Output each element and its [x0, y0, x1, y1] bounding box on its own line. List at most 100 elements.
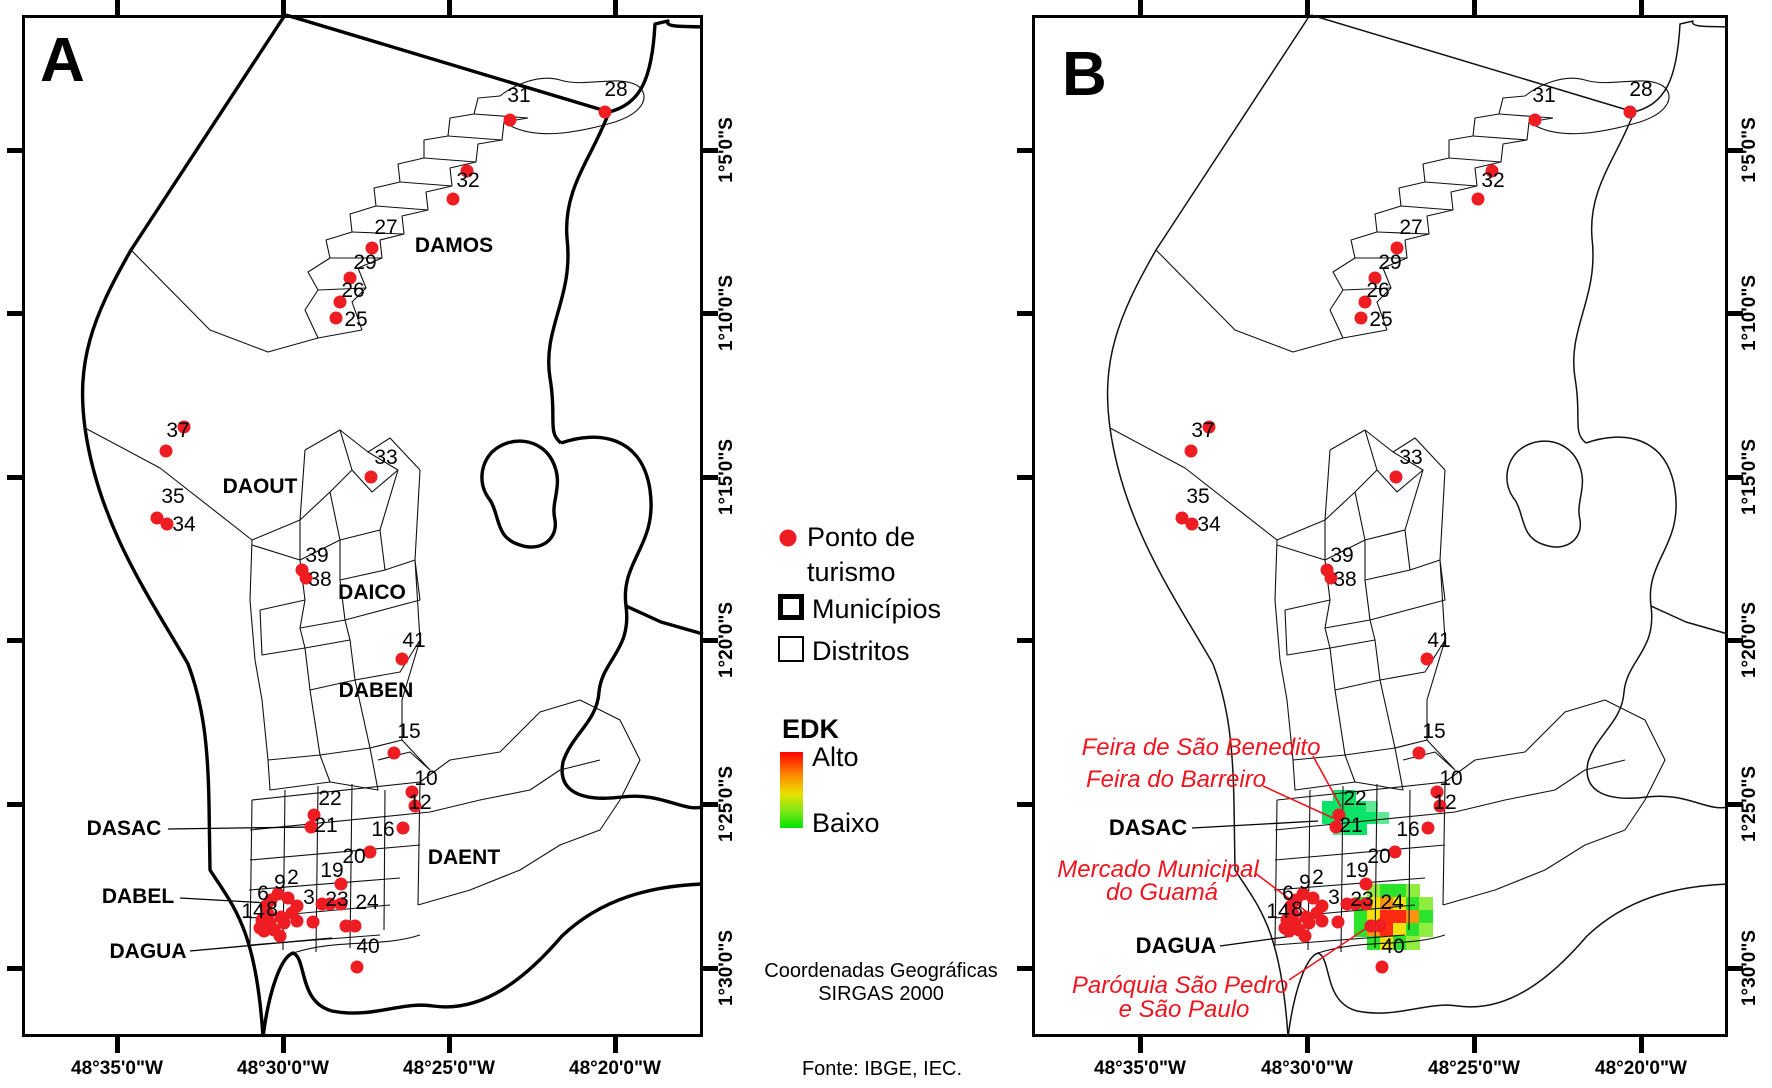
point-number-24-a: 24: [355, 891, 379, 914]
tourism-point-a: [348, 919, 362, 933]
point-number-8-a: 8: [266, 898, 278, 921]
point-number-27-a: 27: [374, 216, 398, 239]
point-number-9-b: 9: [1299, 871, 1311, 894]
annotation-feira-do-barreiro: Feira do Barreiro: [1085, 766, 1267, 793]
tourism-point-10-a: [405, 785, 419, 799]
heat-cell-dagua-heat: [1393, 910, 1407, 924]
point-number-35-b: 35: [1186, 485, 1210, 508]
point-number-16-a: 16: [371, 818, 395, 841]
boundary-path: [1324, 429, 1424, 521]
leader-line: [1262, 785, 1334, 819]
latitude-tick: [1727, 148, 1743, 153]
boundary-path: [285, 13, 610, 114]
longitude-tick: [1639, 0, 1644, 17]
legend-point-label-line1: Ponto de: [807, 522, 916, 552]
longitude-label: 48°20'0"W: [1595, 1058, 1687, 1079]
point-number-15-a: 15: [397, 720, 421, 743]
panel-b-frame: [1032, 15, 1728, 1037]
point-number-26-a: 26: [341, 279, 365, 302]
tourism-point-a: [290, 914, 304, 928]
point-number-12-b: 12: [1433, 791, 1457, 814]
boundary-path: [261, 639, 431, 791]
point-number-33-b: 33: [1399, 446, 1423, 469]
leader-line: [189, 937, 333, 952]
heat-cell-dasac-patch: [1355, 812, 1367, 824]
latitude-label: 1°20'0"S: [1739, 601, 1760, 679]
point-number-6-b: 6: [1282, 882, 1294, 905]
point-number-8-b: 8: [1291, 898, 1303, 921]
leader-line: [1191, 820, 1319, 829]
heat-cell-dasac-patch: [1355, 823, 1367, 835]
boundary-path: [251, 469, 421, 701]
district-label-daben: DABEN: [338, 679, 414, 702]
tourism-point-27-b: [1390, 241, 1404, 255]
latitude-tick: [7, 966, 23, 971]
latitude-label: 1°15'0"S: [716, 438, 737, 516]
boundary-path: [299, 429, 399, 521]
tourism-point-b: [1315, 914, 1329, 928]
edk-gradient-bar: [780, 752, 803, 828]
longitude-tick: [1472, 1036, 1477, 1053]
latitude-tick: [1727, 638, 1743, 643]
latitude-tick: [7, 475, 23, 480]
tourism-point-16-b: [1421, 821, 1435, 835]
latitude-label: 1°5'0"S: [716, 117, 737, 183]
longitude-tick: [447, 0, 452, 17]
point-number-20-b: 20: [1367, 845, 1391, 868]
tourism-point-a: [177, 420, 191, 434]
tourism-point-28-b: [1623, 105, 1637, 119]
heat-cell-dasac-patch: [1344, 801, 1356, 813]
point-number-3-a: 3: [303, 886, 315, 909]
latitude-tick: [1727, 475, 1743, 480]
tourism-point-b: [1278, 921, 1292, 935]
point-number-19-a: 19: [320, 859, 344, 882]
point-number-14-b: 14: [1266, 900, 1290, 923]
boundary-path: [1317, 934, 1446, 954]
point-number-25-a: 25: [344, 308, 368, 331]
point-number-3-b: 3: [1328, 886, 1340, 909]
edk-high-label: Alto: [812, 742, 859, 772]
point-number-41-b: 41: [1427, 629, 1451, 652]
tourism-point-27-a: [365, 241, 379, 255]
longitude-label: 48°25'0"W: [1428, 1058, 1520, 1079]
tourism-point-21-b: [1329, 820, 1343, 834]
point-number-24-b: 24: [1380, 891, 1404, 914]
point-number-15-b: 15: [1422, 720, 1446, 743]
boundary-path: [304, 95, 501, 339]
point-number-32-a: 32: [456, 169, 480, 192]
tourism-point-19-b: [1359, 877, 1373, 891]
panel-a-frame: [22, 15, 703, 1037]
tourism-point-29-b: [1368, 271, 1382, 285]
panel-a-letter: A: [40, 26, 85, 95]
point-number-31-a: 31: [507, 84, 531, 107]
heat-cell-dasac-patch: [1366, 812, 1378, 824]
longitude-tick: [115, 0, 120, 17]
point-number-41-a: 41: [402, 629, 426, 652]
tourism-point-15-a: [387, 746, 401, 760]
latitude-label: 1°15'0"S: [1739, 438, 1760, 516]
tourism-point-9-b: [1296, 887, 1310, 901]
leader-line: [1219, 935, 1294, 947]
point-number-29-a: 29: [353, 251, 377, 274]
tourism-point-37-b: [1184, 444, 1198, 458]
boundary-path: [1524, 77, 1670, 135]
legend-municipios-icon: [778, 594, 804, 620]
latitude-tick: [1017, 802, 1033, 807]
point-number-33-a: 33: [374, 446, 398, 469]
boundary-path: [499, 77, 645, 135]
panel-b-letter: B: [1062, 40, 1107, 109]
tourism-point-9-a: [271, 887, 285, 901]
point-number-34-b: 34: [1197, 513, 1221, 536]
boundary-path: [1273, 781, 1456, 953]
edk-title: EDK: [782, 714, 840, 744]
point-number-22-a: 22: [318, 787, 342, 810]
boundary-path: [1506, 440, 1584, 548]
heat-cell-dagua-heat: [1419, 897, 1433, 911]
tourism-point-b: [1202, 420, 1216, 434]
tourism-point-41-a: [395, 652, 409, 666]
tourism-point-34-b: [1185, 517, 1199, 531]
heat-cell-dasac-patch: [1377, 812, 1389, 824]
point-number-35-a: 35: [161, 485, 185, 508]
point-number-14-a: 14: [241, 900, 265, 923]
tourism-point-a: [323, 897, 337, 911]
